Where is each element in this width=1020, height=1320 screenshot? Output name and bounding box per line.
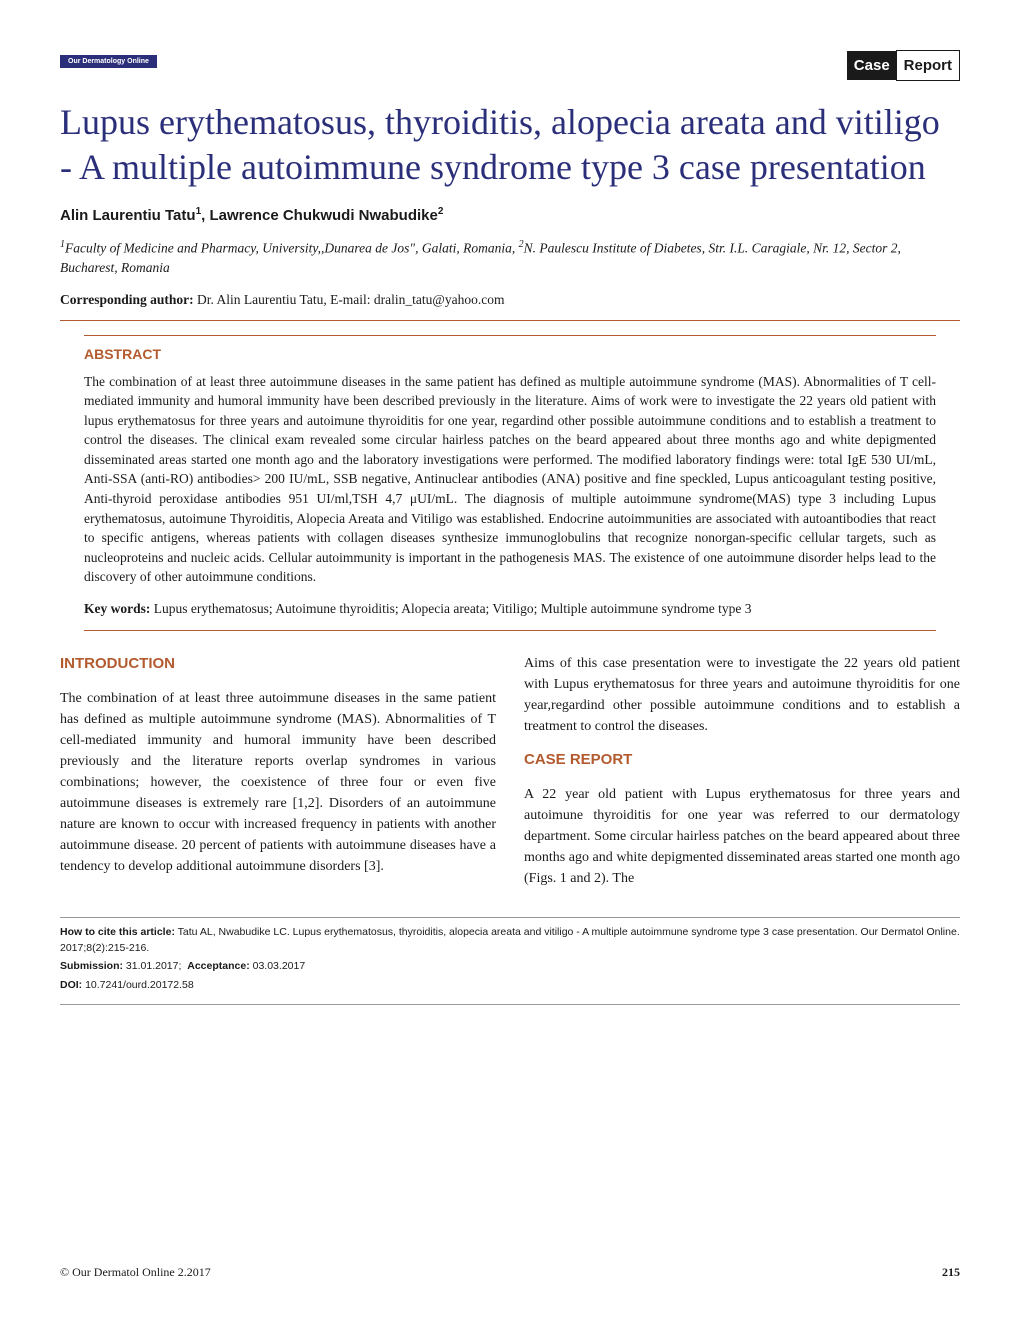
keywords: Key words: Lupus erythematosus; Autoimun…	[84, 599, 936, 632]
case-report-heading: CASE REPORT	[524, 749, 960, 772]
abstract-text: The combination of at least three autoim…	[84, 372, 936, 587]
copyright: © Our Dermatol Online 2.2017	[60, 1265, 211, 1280]
introduction-p1: The combination of at least three autoim…	[60, 688, 496, 877]
badge-left: Case	[847, 51, 897, 80]
body-columns: INTRODUCTION The combination of at least…	[60, 653, 960, 901]
abstract-box: ABSTRACT The combination of at least thr…	[84, 335, 936, 632]
aims-p: Aims of this case presentation were to i…	[524, 653, 960, 737]
submission-text: 31.01.2017;	[123, 960, 181, 972]
howto-label: How to cite this article:	[60, 926, 175, 938]
case-report-badge: CaseReport	[847, 50, 960, 81]
acceptance-label: Acceptance:	[187, 960, 249, 972]
keywords-text: Lupus erythematosus; Autoimune thyroidit…	[150, 601, 751, 616]
abstract-heading: ABSTRACT	[84, 335, 936, 362]
citation-box: How to cite this article: Tatu AL, Nwabu…	[60, 917, 960, 1005]
acceptance-text: 03.03.2017	[250, 960, 305, 972]
right-column: Aims of this case presentation were to i…	[524, 653, 960, 901]
keywords-label: Key words:	[84, 601, 150, 616]
corresponding-label: Corresponding author:	[60, 292, 194, 307]
journal-badge: Our Dermatology Online	[60, 55, 157, 68]
case-report-p1: A 22 year old patient with Lupus erythem…	[524, 784, 960, 889]
page-number: 215	[942, 1265, 960, 1280]
authors: Alin Laurentiu Tatu1, Lawrence Chukwudi …	[60, 206, 960, 224]
badge-right: Report	[896, 50, 960, 81]
introduction-heading: INTRODUCTION	[60, 653, 496, 676]
article-title: Lupus erythematosus, thyroiditis, alopec…	[60, 100, 960, 190]
doi-label: DOI:	[60, 979, 82, 991]
howto-text: Tatu AL, Nwabudike LC. Lupus erythematos…	[60, 926, 960, 954]
left-column: INTRODUCTION The combination of at least…	[60, 653, 496, 901]
affiliations: 1Faculty of Medicine and Pharmacy, Unive…	[60, 238, 960, 278]
page-footer: © Our Dermatol Online 2.2017 215	[60, 1265, 960, 1280]
corresponding-author: Corresponding author: Dr. Alin Laurentiu…	[60, 292, 960, 321]
corresponding-text: Dr. Alin Laurentiu Tatu, E-mail: dralin_…	[194, 292, 505, 307]
doi-text: 10.7241/ourd.20172.58	[82, 979, 194, 991]
submission-label: Submission:	[60, 960, 123, 972]
